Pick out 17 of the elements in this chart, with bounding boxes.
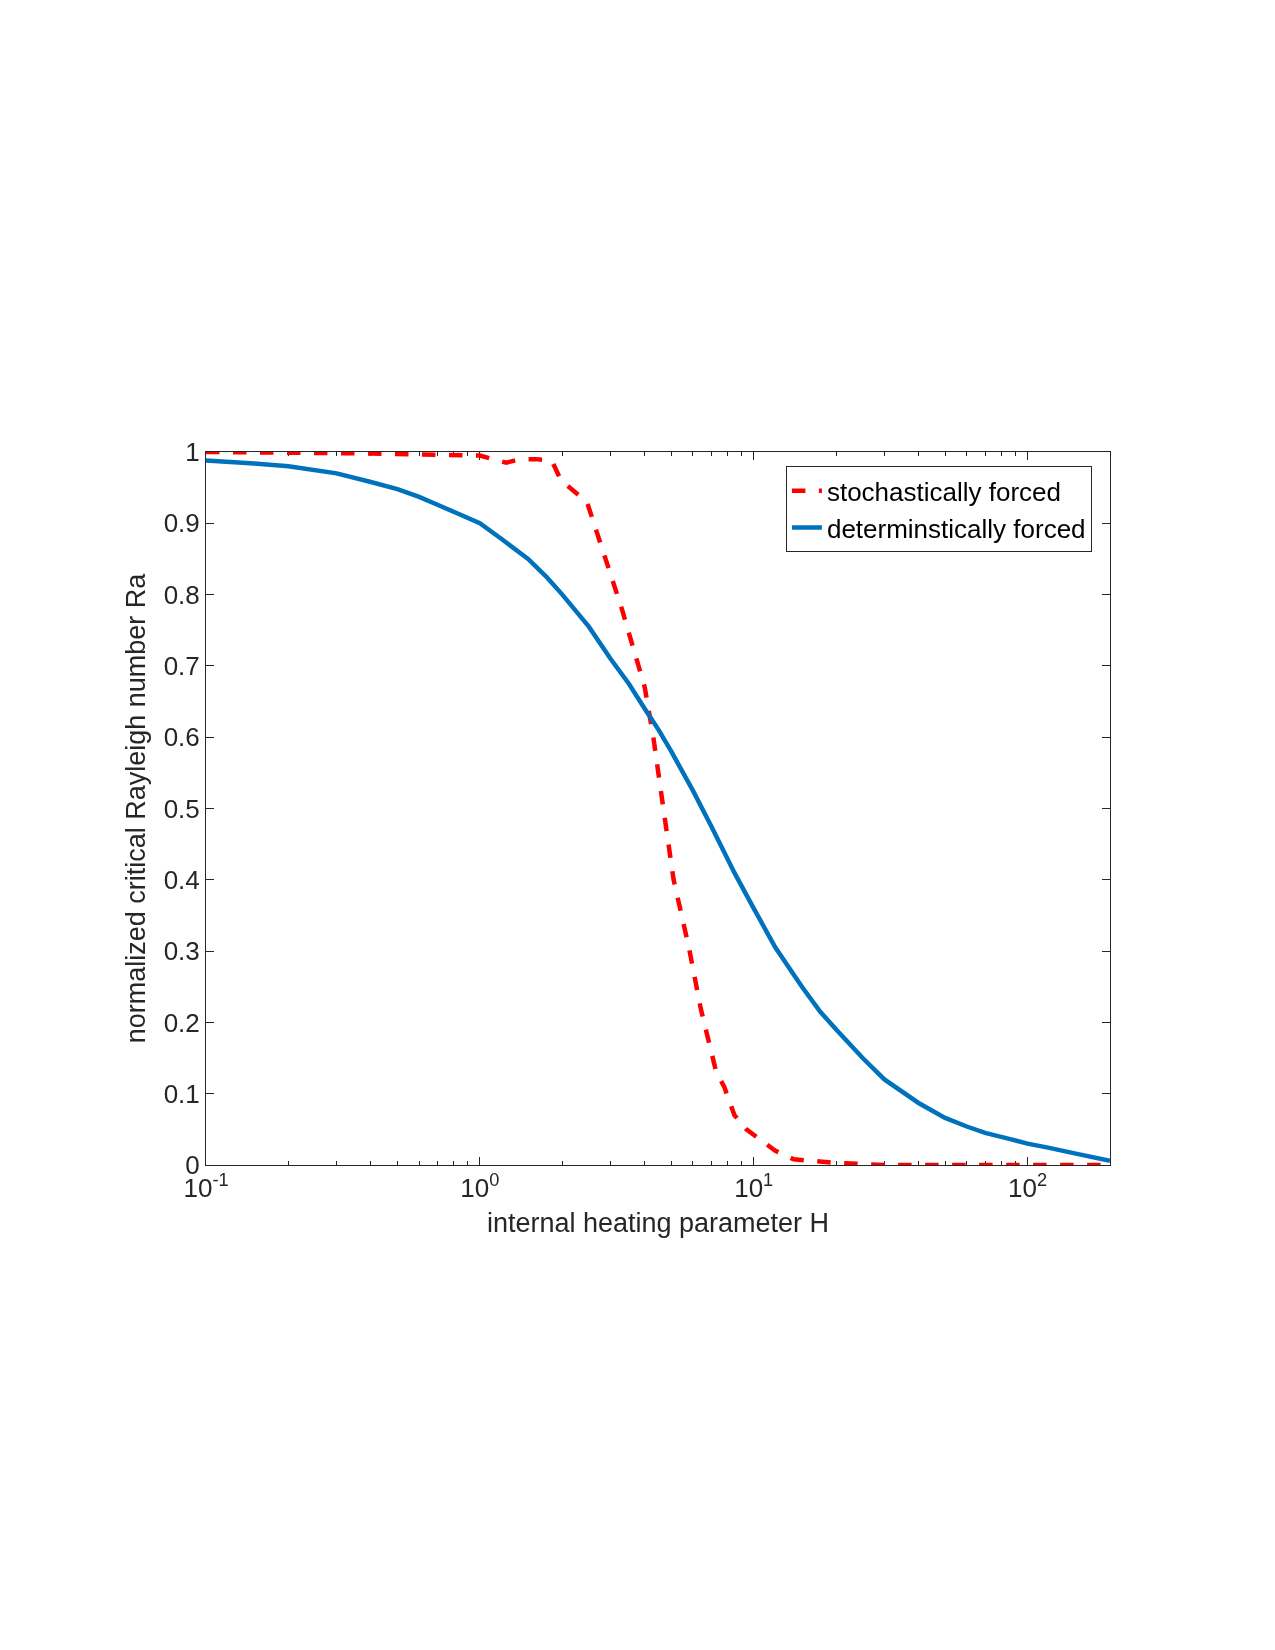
x-tick-label: 10$^{2}$ [1008, 1170, 1048, 1204]
x-tick-label: 10$^{0}$ [460, 1170, 500, 1204]
y-tick-label: 0.9 [163, 508, 200, 539]
y-tick-label: 0.7 [163, 651, 200, 681]
y-tick-label: 0.5 [163, 793, 200, 824]
y-tick-label: 0.4 [163, 864, 200, 895]
y-tick-label: 1 [185, 437, 200, 468]
y-axis-title: normalized critical Rayleigh number Ra [120, 572, 151, 1044]
legend-label: stochastically forced [826, 476, 1062, 507]
x-tick-label: 10$^{1}$ [734, 1170, 774, 1204]
y-tick-label: 0.3 [163, 936, 200, 967]
y-tick-label: 0.6 [163, 722, 200, 753]
y-tick-label: 0.1 [163, 1078, 200, 1109]
y-tick-label: 0.8 [163, 579, 200, 610]
x-axis-title: internal heating parameter H [486, 1207, 830, 1238]
y-tick-label: 0.2 [163, 1007, 200, 1038]
legend-label: determinstically forced [826, 513, 1086, 544]
